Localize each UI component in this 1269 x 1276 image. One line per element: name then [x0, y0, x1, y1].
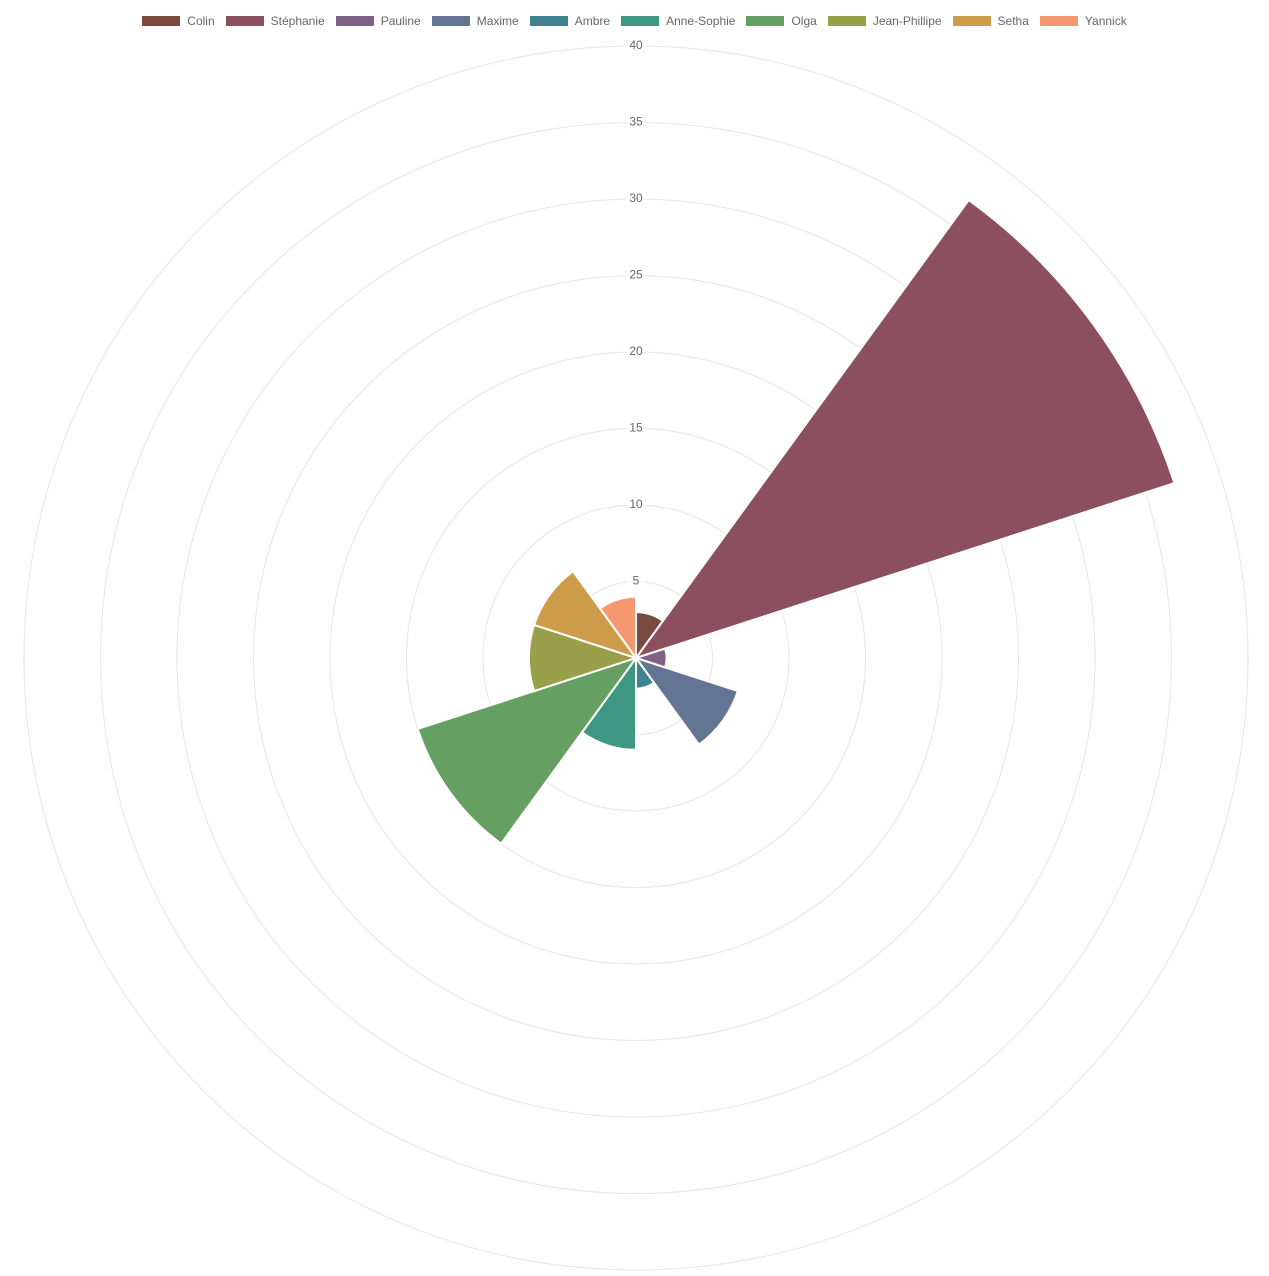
r-tick-label: 30: [629, 191, 643, 205]
legend-label: Pauline: [380, 14, 421, 28]
r-tick-label: 25: [629, 268, 643, 282]
r-tick-label: 15: [629, 421, 643, 435]
tick-label-bg: [627, 498, 645, 512]
legend-item[interactable]: Yannick: [1039, 14, 1127, 28]
legend-label: Colin: [187, 14, 215, 28]
legend-label: Anne-Sophie: [666, 14, 736, 28]
r-tick-label: 10: [629, 497, 643, 511]
legend: Colin Stéphanie Pauline Maxime Ambre Anne-Sop…: [0, 14, 1269, 28]
legend-swatch: [142, 16, 181, 26]
legend-swatch: [1039, 16, 1078, 26]
legend-item[interactable]: Maxime: [431, 14, 519, 28]
tick-label-bg: [627, 268, 645, 283]
slice: [633, 656, 740, 747]
legend-item[interactable]: Ambre: [529, 14, 611, 28]
tick-label-bg: [627, 574, 645, 589]
legend-swatch: [431, 16, 470, 26]
legend-swatch: [225, 16, 264, 26]
tick-label-bg: [627, 192, 645, 206]
r-tick-label: 35: [629, 115, 643, 129]
tick-label-bg: [627, 115, 645, 130]
r-tick-label: 20: [629, 344, 643, 358]
legend-item[interactable]: Anne-Sophie: [621, 14, 735, 28]
legend-item[interactable]: Colin: [142, 14, 215, 28]
legend-item[interactable]: Jean-Phillipe: [827, 14, 942, 28]
legend-swatch: [621, 16, 660, 26]
legend-label: Stéphanie: [270, 14, 325, 28]
legend-label: Olga: [791, 14, 817, 28]
slice: [416, 656, 639, 846]
legend-swatch: [746, 16, 785, 26]
tick-label-bg: [627, 421, 645, 436]
legend-item[interactable]: Setha: [952, 14, 1029, 28]
legend-swatch: [335, 16, 374, 26]
slices: [416, 198, 1176, 846]
legend-label: Yannick: [1084, 14, 1127, 28]
legend-item[interactable]: Olga: [746, 14, 817, 28]
slice: [633, 198, 1176, 660]
tick-label-bg: [627, 39, 645, 53]
r-tick-label: 40: [629, 38, 643, 52]
tick-labels: 5 10 15 20 25 30 35 40: [627, 38, 645, 589]
legend-item[interactable]: Pauline: [335, 14, 421, 28]
tick-label-bg: [627, 345, 645, 359]
legend-swatch: [827, 16, 866, 26]
legend-swatch: [952, 16, 991, 26]
slice: [532, 569, 639, 660]
r-tick-label: 5: [633, 574, 640, 588]
legend-item[interactable]: Stéphanie: [225, 14, 325, 28]
legend-label: Setha: [997, 14, 1029, 28]
legend-label: Jean-Phillipe: [872, 14, 942, 28]
legend-label: Maxime: [476, 14, 519, 28]
slice: [598, 595, 637, 662]
legend-swatch: [529, 16, 568, 26]
legend-label: Ambre: [574, 14, 611, 28]
